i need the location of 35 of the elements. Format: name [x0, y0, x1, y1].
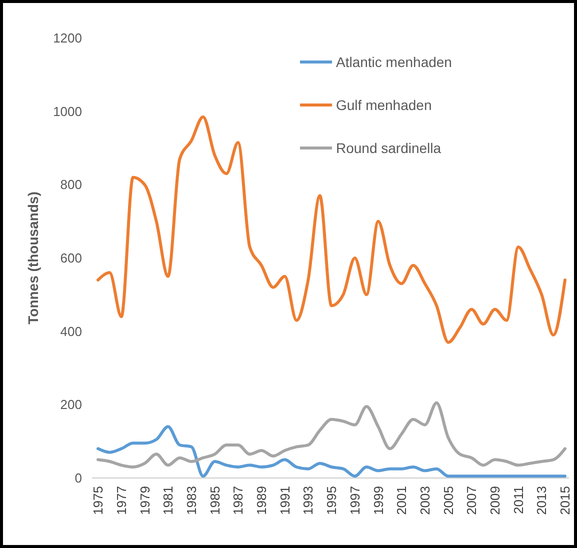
- legend-label: Atlantic menhaden: [336, 54, 452, 70]
- x-tick-label: 2009: [488, 486, 502, 515]
- x-tick-label: 1997: [347, 486, 362, 515]
- y-tick-label: 0: [74, 470, 82, 486]
- line-series: [96, 115, 566, 344]
- x-tick-label: 1991: [277, 486, 292, 515]
- y-tick-label: 800: [60, 177, 82, 192]
- line-series: [96, 401, 566, 468]
- line-series: [96, 425, 566, 478]
- y-axis-title: Tonnes (thousands): [25, 192, 41, 324]
- y-tick-label: 1000: [53, 104, 82, 119]
- y-tick-label: 200: [60, 397, 82, 412]
- x-tick-label: 1987: [230, 486, 246, 515]
- y-tick-label: 1200: [53, 30, 82, 46]
- legend-label: Round sardinella: [336, 140, 442, 156]
- x-tick-label: 2015: [558, 486, 573, 515]
- x-tick-label: 1983: [184, 486, 199, 515]
- x-tick-label: 2005: [440, 486, 456, 515]
- legend-label: Gulf menhaden: [336, 96, 432, 113]
- x-tick-label: 1977: [114, 486, 129, 515]
- x-tick-label: 1981: [160, 486, 176, 515]
- x-tick-label: 1985: [207, 486, 222, 515]
- x-tick-label: 1979: [137, 486, 152, 515]
- x-tick-label: 1995: [324, 486, 340, 515]
- y-tick-label: 400: [60, 324, 82, 339]
- x-tick-label: 2011: [510, 486, 526, 514]
- x-tick-label: 2003: [417, 486, 432, 515]
- x-tick-label: 1989: [254, 486, 269, 515]
- x-tick-label: 2001: [394, 486, 410, 515]
- x-tick-label: 1993: [300, 486, 316, 515]
- x-tick-label: 1999: [370, 486, 386, 515]
- x-tick-label: 1975: [90, 486, 106, 515]
- x-tick-label: 2007: [464, 486, 480, 515]
- y-tick-label: 600: [60, 250, 82, 266]
- x-tick-label: 2013: [534, 486, 550, 515]
